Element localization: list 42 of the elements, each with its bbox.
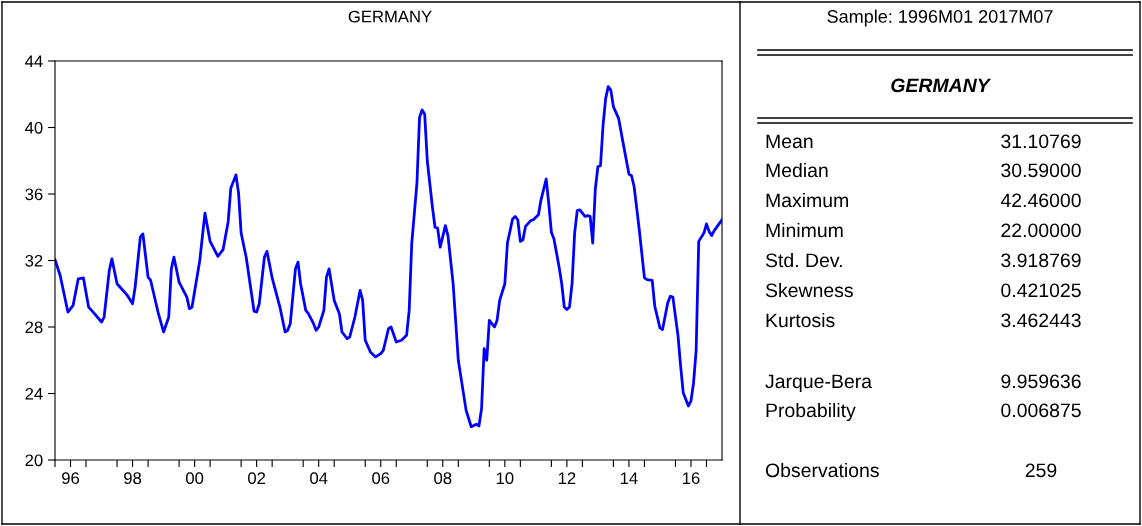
text: 3.918769 — [1001, 253, 1081, 268]
x-tick-label: 00 — [185, 472, 204, 485]
category-label: Skewness — [765, 282, 853, 298]
y-tick-label: 36 — [25, 188, 43, 201]
x-tick-label: 10 — [496, 472, 514, 485]
text: 259 — [1025, 463, 1057, 478]
y-tick-label: 24 — [25, 387, 43, 400]
line-series — [55, 85, 722, 429]
x-tick-label: 08 — [434, 472, 452, 485]
category-label: Kurtosis — [766, 312, 835, 328]
category-label: Median — [766, 162, 828, 178]
x-tick-label: 04 — [310, 472, 328, 485]
category-label: Probability — [766, 402, 856, 422]
y-tick-label: 44 — [25, 55, 43, 68]
category-label: Minimum — [766, 222, 843, 238]
category-label: Observations — [765, 462, 879, 478]
text: 0.006875 — [1001, 403, 1081, 418]
y-tick-label: 28 — [25, 321, 43, 334]
text: 42.46000 — [1000, 193, 1081, 208]
x-tick-label: 06 — [372, 472, 390, 485]
category-label: Maximum — [766, 192, 848, 208]
x-tick-label: 16 — [682, 472, 700, 485]
x-tick-label: 96 — [62, 472, 80, 485]
x-tick-label: 98 — [124, 472, 142, 485]
text: 30.59000 — [1001, 163, 1081, 178]
text: Sample: 1996M01 2017M07 — [827, 9, 1053, 27]
chart-title: GERMANY — [348, 10, 432, 23]
text: 22.00000 — [1001, 223, 1081, 238]
category-label: Mean — [766, 134, 813, 149]
text: 9.959636 — [1001, 374, 1081, 389]
category-label: Jarque-Bera — [765, 374, 872, 393]
x-tick-label: 12 — [558, 472, 576, 484]
x-tick-label: 14 — [620, 472, 638, 484]
y-tick-label: 40 — [25, 121, 43, 134]
y-tick-label: 32 — [25, 254, 43, 267]
y-tick-label: 20 — [25, 454, 43, 467]
text: 31.10769 — [1001, 134, 1081, 149]
category-label: Std. Dev. — [765, 252, 842, 268]
text: 0.421025 — [1001, 283, 1081, 298]
x-tick-label: 02 — [248, 472, 266, 485]
text: 3.462443 — [1001, 313, 1081, 328]
text: GERMANY — [891, 78, 992, 93]
